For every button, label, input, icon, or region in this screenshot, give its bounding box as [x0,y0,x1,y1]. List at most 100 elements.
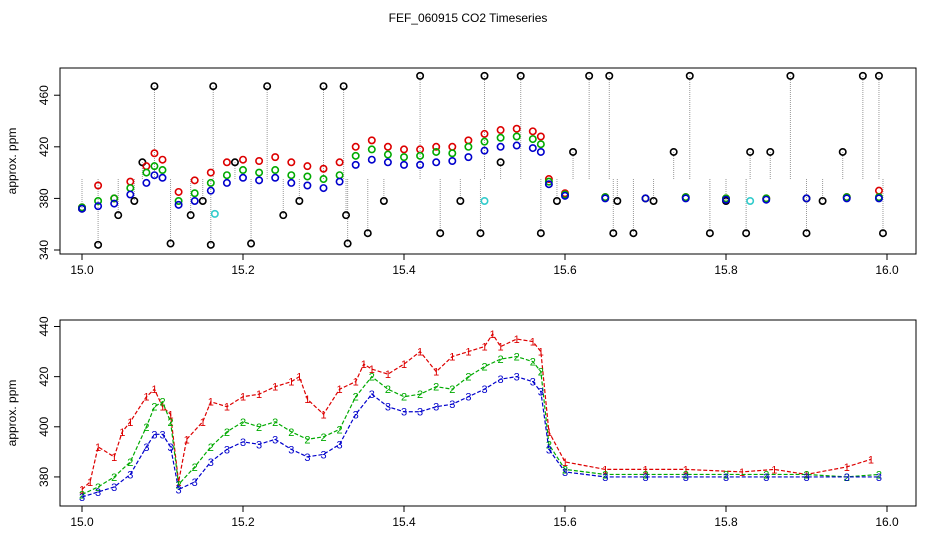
point-label-1: 1 [288,377,294,389]
y-axis-label: approx. ppm [5,128,19,195]
y-tick-label: 420 [37,366,51,386]
point-label-2: 2 [844,472,850,484]
point-label-3: 3 [272,434,278,446]
point-label-3: 3 [159,429,165,441]
point-label-1: 1 [353,377,359,389]
point-label-1: 1 [184,434,190,446]
point-red [303,162,312,171]
point-label-3: 3 [449,399,455,411]
point-label-2: 2 [111,472,117,484]
x-tick-label: 15.2 [231,263,255,277]
point-cyan [210,209,219,218]
point-black [818,196,827,205]
point-blue [206,186,215,195]
point-blue [367,155,376,164]
point-black [130,196,139,205]
point-red [874,186,883,195]
point-red [512,124,521,133]
y-tick-label: 380 [37,188,51,208]
point-label-1: 1 [844,462,850,474]
point-black [230,158,239,167]
point-label-2: 2 [876,469,882,481]
point-red [544,175,553,184]
point-label-2: 2 [530,357,536,369]
point-black [94,240,103,249]
point-label-1: 1 [481,342,487,354]
point-red [287,158,296,167]
point-label-2: 2 [481,362,487,374]
point-black [649,196,658,205]
point-label-2: 2 [337,424,343,436]
point-blue [126,190,135,199]
point-label-2: 2 [498,354,504,366]
point-green [367,145,376,154]
point-label-3: 3 [288,444,294,456]
y-tick-label: 440 [37,316,51,336]
point-red [528,127,537,136]
point-green [319,175,328,184]
point-label-2: 2 [256,422,262,434]
point-label-3: 3 [546,444,552,456]
point-label-1: 1 [489,329,495,341]
point-label-3: 3 [498,374,504,386]
point-cyan [480,196,489,205]
y-tick-label: 340 [37,240,51,260]
point-blue [351,160,360,169]
point-red [432,142,441,151]
point-blue [150,171,159,180]
point-black [342,211,351,220]
point-label-1: 1 [642,464,648,476]
point-red [174,187,183,196]
point-green [222,171,231,180]
point-label-2: 2 [433,382,439,394]
point-green [239,166,248,175]
point-red [319,164,328,173]
x-tick-label: 15.4 [392,515,416,529]
point-label-2: 2 [449,384,455,396]
point-label-3: 3 [111,482,117,494]
point-label-1: 1 [159,402,165,414]
point-black [206,240,215,249]
point-blue [287,178,296,187]
point-label-1: 1 [361,359,367,371]
point-label-2: 2 [417,389,423,401]
point-red [399,145,408,154]
point-black [279,211,288,220]
point-label-3: 3 [208,457,214,469]
point-blue [496,142,505,151]
point-label-1: 1 [167,409,173,421]
point-label-3: 3 [127,469,133,481]
point-label-1: 1 [296,372,302,384]
x-tick-label: 15.6 [553,515,577,529]
point-label-1: 1 [111,452,117,464]
x-tick-label: 15.8 [714,263,738,277]
point-label-3: 3 [642,472,648,484]
point-black [209,82,218,91]
point-blue [448,157,457,166]
point-green [174,196,183,205]
point-label-1: 1 [240,392,246,404]
point-label-1: 1 [385,369,391,381]
point-label-1: 1 [417,347,423,359]
point-red [222,158,231,167]
point-label-3: 3 [530,377,536,389]
point-black [186,211,195,220]
point-blue [641,194,650,203]
point-label-1: 1 [208,397,214,409]
point-blue [762,195,771,204]
point-label-1: 1 [337,384,343,396]
point-label-3: 3 [763,472,769,484]
point-label-2: 2 [514,352,520,364]
point-label-3: 3 [876,472,882,484]
point-black [496,158,505,167]
point-label-2: 2 [562,464,568,476]
point-label-2: 2 [538,367,544,379]
point-label-2: 2 [143,422,149,434]
point-label-2: 2 [208,442,214,454]
point-label-3: 3 [304,452,310,464]
point-label-3: 3 [256,439,262,451]
point-blue [319,184,328,193]
point-black [436,229,445,238]
point-label-2: 2 [642,469,648,481]
point-blue [432,158,441,167]
